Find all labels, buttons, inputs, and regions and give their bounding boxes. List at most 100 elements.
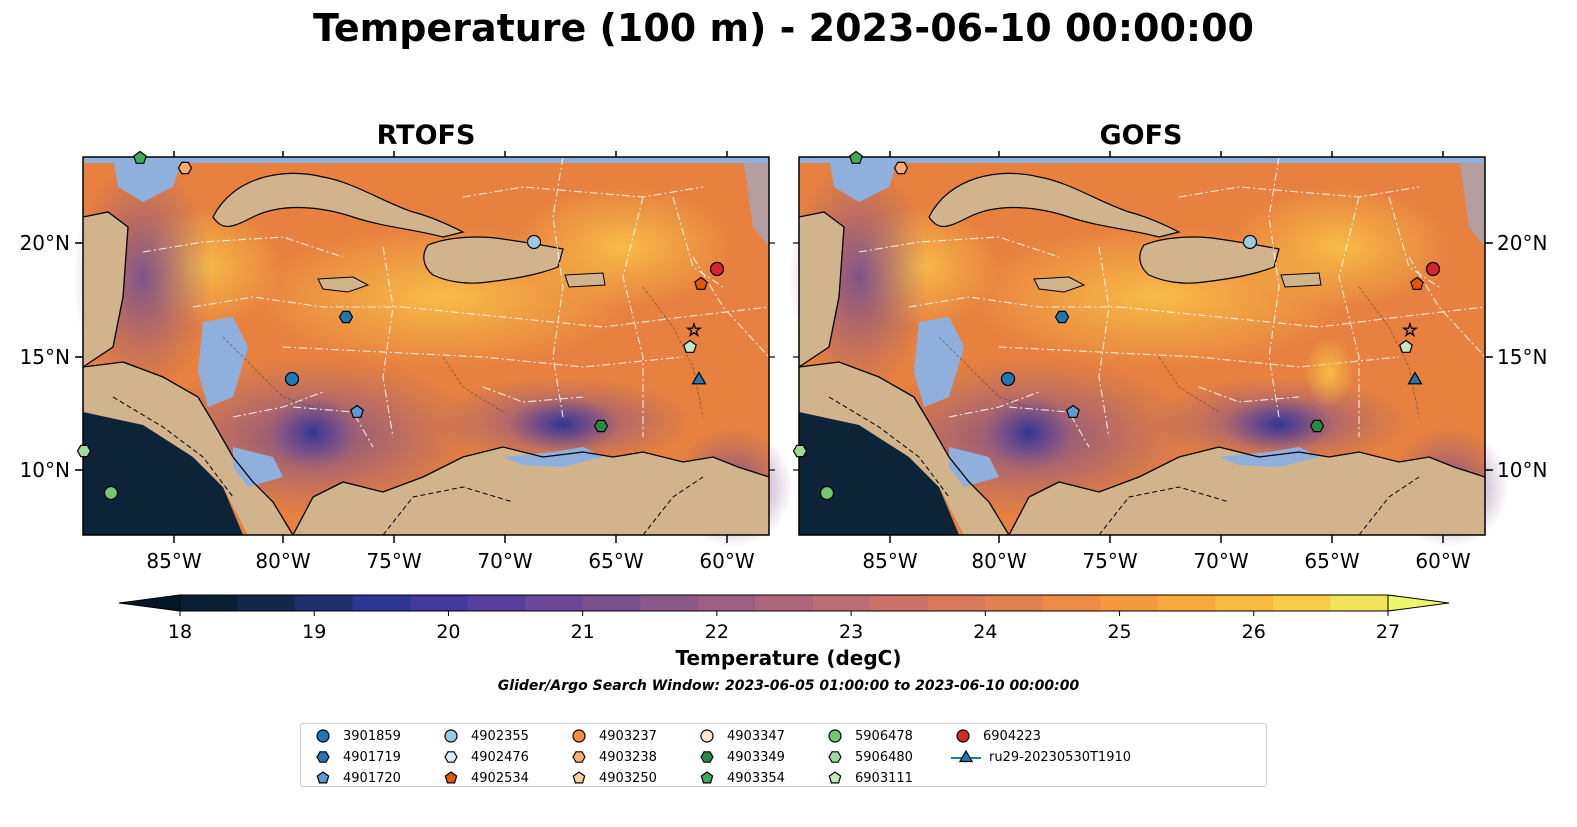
legend-item: 4902355 — [437, 727, 529, 745]
search-window-note: Glider/Argo Search Window: 2023-06-05 01… — [497, 678, 1080, 694]
legend-item: 6903111 — [821, 769, 913, 787]
lat-tick-label: 20°N — [20, 231, 70, 255]
colorbar-bin — [582, 595, 641, 611]
axis-ticks: 85°W 80°W 75°W 70°W 65°W 60°W 20°N 15°N 10°N 85°W… — [20, 151, 1547, 573]
colorbar-tick-label: 23 — [839, 621, 863, 643]
legend-label: ru29-20230530T1910 — [989, 749, 1132, 765]
legend-label: 3901859 — [343, 728, 401, 744]
rtofs-map — [72, 156, 794, 548]
float-marker-5906480 — [792, 444, 808, 458]
colorbar-tick-label: 27 — [1376, 621, 1400, 643]
float-marker-3901859 — [1000, 371, 1016, 387]
colorbar-extend-high — [1387, 594, 1450, 612]
legend-marker-icon — [956, 729, 970, 743]
colorbar-bin — [697, 595, 756, 611]
colorbar-label: Temperature (degC) — [675, 646, 902, 670]
legend-item: 4903354 — [693, 769, 785, 787]
colorbar-bin — [927, 595, 986, 611]
colorbar: 18 19 20 21 22 23 24 25 26 27 — [118, 594, 1450, 643]
legend-label: 4903347 — [727, 728, 785, 744]
float-marker-4903349 — [1309, 419, 1325, 433]
legend-item: 5906480 — [821, 748, 913, 766]
panel-title-gofs: GOFS — [1099, 120, 1183, 151]
legend-label: 4903250 — [599, 770, 657, 786]
legend-label: 4901720 — [343, 770, 401, 786]
legend-marker-icon — [316, 771, 330, 784]
legend-label: 4903237 — [599, 728, 657, 744]
legend-marker-icon — [828, 771, 842, 784]
legend-label: 4902534 — [471, 770, 529, 786]
legend-label: 6903111 — [855, 770, 913, 786]
legend: 3901859 4901719 4901720 4902355 4902476 49025… — [300, 723, 1267, 787]
colorbar-tick-label: 19 — [302, 621, 326, 643]
colorbar-bin — [525, 595, 584, 611]
colorbar-bin — [410, 595, 469, 611]
colorbar-tick-label: 26 — [1242, 621, 1266, 643]
lon-tick-label: 75°W — [366, 549, 421, 573]
float-marker-6903111 — [1399, 339, 1413, 353]
legend-marker-icon — [444, 729, 458, 743]
legend-marker-icon — [828, 729, 842, 743]
float-marker-4903354 — [133, 150, 147, 164]
float-marker-6904223 — [1425, 261, 1441, 277]
colorbar-bin — [467, 595, 526, 611]
legend-marker-icon — [700, 729, 714, 743]
legend-label: 4903238 — [599, 749, 657, 765]
legend-label: 4902476 — [471, 749, 529, 765]
colorbar-bin — [985, 595, 1044, 611]
legend-label: 5906478 — [855, 728, 913, 744]
lon-tick-label: 65°W — [588, 549, 643, 573]
legend-marker-icon — [316, 729, 330, 743]
float-marker-5906478 — [819, 485, 835, 501]
legend-marker-icon — [444, 751, 458, 763]
lon-tick-label: 60°W — [699, 549, 754, 573]
float-marker-4901719 — [1054, 310, 1070, 324]
lon-tick-label: 80°W — [255, 549, 310, 573]
lat-tick-label: 15°N — [20, 345, 70, 369]
float-marker-4901719 — [338, 310, 354, 324]
colorbar-bin — [870, 595, 929, 611]
legend-label: 6904223 — [983, 728, 1041, 744]
lon-tick-label: 80°W — [971, 549, 1026, 573]
float-marker-6904223 — [709, 261, 725, 277]
colorbar-bin — [1042, 595, 1101, 611]
lat-tick-label: 10°N — [20, 458, 70, 482]
colorbar-bin — [812, 595, 871, 611]
legend-marker-icon — [572, 771, 586, 784]
legend-item: 4903237 — [565, 727, 657, 745]
legend-item: 4903349 — [693, 748, 785, 766]
float-markers: ☆ ☆ — [76, 150, 1441, 501]
legend-item: 4903347 — [693, 727, 785, 745]
legend-item: 4903238 — [565, 748, 657, 766]
lon-tick-label: 85°W — [146, 549, 201, 573]
colorbar-tick-label: 20 — [436, 621, 460, 643]
lon-tick-label: 85°W — [862, 549, 917, 573]
colorbar-bin — [1157, 595, 1217, 611]
legend-label: 4902355 — [471, 728, 529, 744]
legend-label: 5906480 — [855, 749, 913, 765]
colorbar-bin — [1272, 595, 1332, 611]
float-marker-4903349 — [593, 419, 609, 433]
float-marker-3901859 — [284, 371, 300, 387]
gofs-map — [788, 156, 1510, 548]
figure-title: Temperature (100 m) - 2023-06-10 00:00:0… — [312, 6, 1254, 50]
float-marker-4902534 — [694, 276, 708, 290]
legend-label: 4903349 — [727, 749, 785, 765]
float-marker-5906480 — [76, 444, 92, 458]
float-marker-4902534 — [1410, 276, 1424, 290]
colorbar-bin — [755, 595, 814, 611]
colorbar-extend-low — [118, 594, 181, 612]
colorbar-tick-label: 21 — [571, 621, 595, 643]
float-marker-4903238 — [177, 161, 193, 175]
colorbar-tick-label: 25 — [1107, 621, 1131, 643]
legend-label: 4901719 — [343, 749, 401, 765]
lat-tick-label: 20°N — [1497, 231, 1547, 255]
legend-item: 4901720 — [309, 769, 401, 787]
legend-marker-icon — [828, 751, 842, 763]
float-marker-4903354 — [849, 150, 863, 164]
lon-tick-label: 70°W — [477, 549, 532, 573]
legend-marker-icon — [572, 729, 586, 743]
float-marker-5906478 — [103, 485, 119, 501]
lon-tick-label: 65°W — [1304, 549, 1359, 573]
